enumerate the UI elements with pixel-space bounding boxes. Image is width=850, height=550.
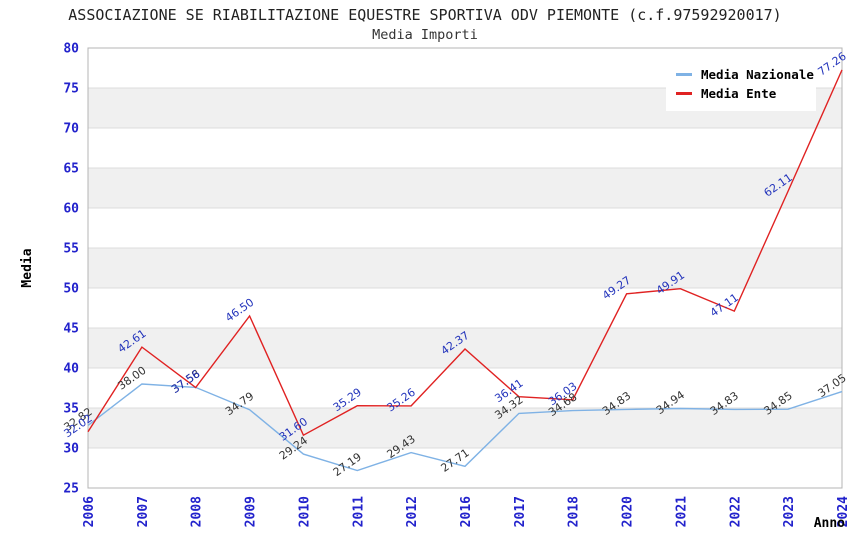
plot-band xyxy=(88,328,842,368)
plot-band xyxy=(88,288,842,328)
x-axis-title: Anno xyxy=(814,516,845,531)
y-tick-label: 70 xyxy=(63,122,79,137)
y-tick-label: 30 xyxy=(63,442,79,457)
y-tick-label: 25 xyxy=(63,482,79,497)
legend-item-media-ente: Media Ente xyxy=(676,86,808,101)
series-line-media-nazionale xyxy=(87,383,843,472)
y-tick-label: 55 xyxy=(63,242,79,257)
legend-label: Media Nazionale xyxy=(701,67,814,82)
plot-band xyxy=(88,368,842,408)
x-tick-label: 2012 xyxy=(405,496,420,527)
plot-band xyxy=(88,208,842,248)
x-tick-label: 2011 xyxy=(351,496,366,527)
y-axis-title: Media xyxy=(20,248,35,287)
x-tick-label: 2021 xyxy=(674,496,689,527)
plot-band xyxy=(88,248,842,288)
legend-swatch-red xyxy=(676,92,692,95)
plot-band xyxy=(88,168,842,208)
y-tick-label: 40 xyxy=(63,362,79,377)
x-tick-label: 2008 xyxy=(190,496,205,527)
plot-band xyxy=(88,448,842,488)
plot-bands xyxy=(88,48,842,488)
y-tick-label: 45 xyxy=(63,322,79,337)
x-tick-label: 2010 xyxy=(297,496,312,527)
y-tick-label: 75 xyxy=(63,82,79,97)
y-tick-labels: 25 30 35 40 45 50 55 60 65 70 75 80 xyxy=(63,42,79,497)
legend-item-media-nazionale: Media Nazionale xyxy=(676,67,814,82)
x-tick-label: 2017 xyxy=(513,496,528,527)
y-tick-label: 65 xyxy=(63,162,79,177)
chart-subtitle: Media Importi xyxy=(372,27,478,43)
y-tick-label: 50 xyxy=(63,282,79,297)
x-tick-label: 2009 xyxy=(244,496,259,527)
legend: Media Nazionale Media Ente xyxy=(666,57,816,111)
x-tick-label: 2006 xyxy=(82,496,97,527)
x-tick-label: 2023 xyxy=(782,496,797,527)
x-tick-label: 2016 xyxy=(459,496,474,527)
series-line-media-ente xyxy=(87,69,843,437)
x-tick-label: 2020 xyxy=(621,496,636,527)
y-tick-label: 35 xyxy=(63,402,79,417)
chart-title: ASSOCIAZIONE SE RIABILITAZIONE EQUESTRE … xyxy=(68,6,782,24)
plot-band xyxy=(88,128,842,168)
plot-band xyxy=(88,408,842,448)
y-tick-label: 80 xyxy=(63,42,79,57)
x-tick-label: 2018 xyxy=(567,496,582,527)
plot-border xyxy=(87,47,843,489)
legend-label: Media Ente xyxy=(701,86,777,101)
x-tick-labels: 2006 2007 2008 2009 2010 2011 2012 2016 2017 2018… xyxy=(82,496,850,527)
y-tick-label: 60 xyxy=(63,202,79,217)
legend-swatch-blue xyxy=(676,73,692,76)
x-tick-label: 2007 xyxy=(136,496,151,527)
x-tick-label: 2024 xyxy=(836,496,850,527)
x-tick-label: 2022 xyxy=(728,496,743,527)
